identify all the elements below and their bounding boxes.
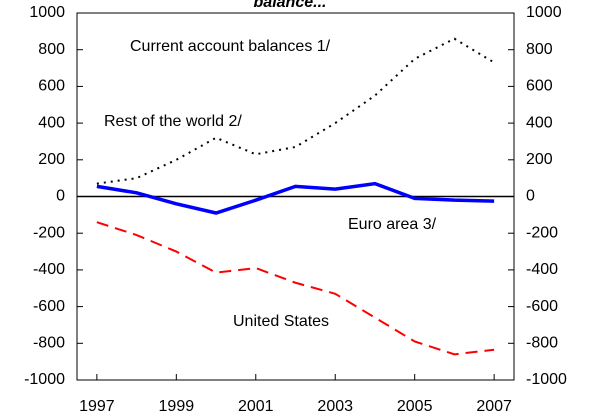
y2-tick-label: -200	[526, 224, 558, 241]
x-tick-label: 2001	[238, 398, 274, 415]
y-tick-label: -400	[33, 261, 65, 278]
series-line	[96, 181, 495, 215]
y2-tick-label: -600	[526, 298, 558, 315]
x-tick-label: 2007	[476, 398, 512, 415]
y2-tick-label: 0	[526, 188, 535, 205]
y-tick-label: 0	[56, 188, 65, 205]
series-line	[96, 37, 495, 185]
y2-tick-label: -1000	[526, 371, 567, 388]
series-label: Rest of the world 2/	[104, 113, 242, 130]
y-tick-label: -600	[33, 298, 65, 315]
x-tick-label: 2003	[317, 398, 353, 415]
y2-tick-label: 400	[526, 114, 553, 131]
x-tick-label: 1999	[159, 398, 195, 415]
y2-tick-label: -800	[526, 335, 558, 352]
y-tick-label: -800	[33, 335, 65, 352]
annotation: Current account balances 1/	[130, 38, 331, 55]
y-tick-label: -1000	[24, 371, 65, 388]
y2-tick-label: 800	[526, 41, 553, 58]
y-tick-label: 200	[38, 151, 65, 168]
y-tick-label: -200	[33, 224, 65, 241]
y-tick-label: 1000	[29, 4, 65, 21]
y2-tick-label: 1000	[526, 4, 562, 21]
y-tick-label: 600	[38, 78, 65, 95]
series-line	[96, 221, 495, 356]
y2-tick-label: 200	[526, 151, 553, 168]
series-label: Euro area 3/	[348, 216, 437, 233]
series-label: United States	[233, 313, 329, 330]
y2-tick-label: -400	[526, 261, 558, 278]
y2-tick-label: 600	[526, 78, 553, 95]
x-tick-label: 1997	[79, 398, 115, 415]
x-tick-label: 2005	[397, 398, 433, 415]
chart-title: balance...	[254, 0, 327, 11]
y-tick-label: 800	[38, 41, 65, 58]
y-tick-label: 400	[38, 114, 65, 131]
